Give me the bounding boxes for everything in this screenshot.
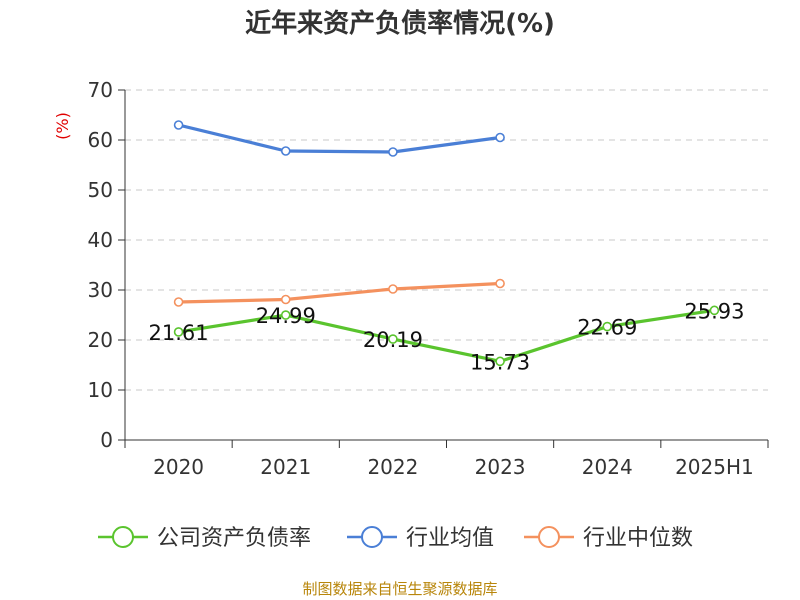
x-tick-label: 2020	[153, 455, 204, 479]
series-line-2	[176, 281, 502, 304]
y-tick-label: 40	[88, 228, 113, 252]
legend-item-2: 行业中位数	[524, 526, 693, 551]
data-point	[709, 305, 720, 316]
data-point	[495, 278, 505, 289]
series-line-0	[176, 308, 717, 363]
chart-title: 近年来资产负债率情况(%)	[245, 8, 555, 39]
data-label: 21.61	[149, 321, 209, 345]
legend-label: 行业均值	[406, 526, 494, 551]
data-labels: 21.61 24.99 20.19 15.73 22.69 25.93	[149, 299, 745, 374]
legend-item-0: 公司资产负债率	[98, 526, 311, 551]
x-tick-labels: 2020 2021 2022 2023 2024 2025H1	[153, 455, 754, 479]
data-point	[173, 120, 184, 130]
data-point	[173, 327, 184, 337]
x-tick-label: 2024	[582, 455, 633, 479]
data-label: 20.19	[363, 328, 423, 352]
data-point	[388, 334, 398, 344]
axes	[118, 89, 769, 448]
x-tick-label: 2022	[367, 455, 418, 479]
y-tick-label: 0	[100, 428, 113, 452]
gridlines	[125, 89, 768, 391]
y-tick-label: 10	[88, 378, 113, 402]
legend-label: 公司资产负债率	[157, 526, 311, 551]
y-tick-label: 50	[88, 178, 113, 202]
series-points	[173, 120, 720, 367]
data-label: 22.69	[577, 316, 637, 340]
y-tick-label: 60	[88, 128, 113, 152]
series-lines	[176, 123, 717, 363]
legend-marker	[112, 526, 134, 548]
data-point	[388, 147, 398, 157]
data-label: 24.99	[256, 304, 316, 328]
x-tick-label: 2021	[260, 455, 311, 479]
y-tick-labels: 0 10 20 30 40 50 60 70	[88, 78, 113, 452]
data-point	[173, 297, 184, 307]
data-label: 15.73	[470, 350, 530, 374]
x-tick-label: 2025H1	[675, 455, 754, 479]
data-point	[388, 284, 398, 294]
data-point	[495, 356, 505, 367]
legend-item-1: 行业均值	[347, 526, 494, 551]
data-point	[280, 310, 291, 320]
data-point	[280, 146, 291, 156]
data-point	[280, 294, 291, 305]
data-label: 25.93	[684, 299, 744, 323]
data-point	[495, 132, 505, 143]
y-tick-label: 30	[88, 278, 113, 302]
data-point	[602, 321, 613, 332]
legend: 公司资产负债率 行业均值 行业中位数	[98, 526, 693, 551]
legend-label: 行业中位数	[583, 526, 693, 551]
source-note: 制图数据来自恒生聚源数据库	[302, 580, 497, 598]
legend-marker	[538, 526, 560, 548]
series-line-1	[176, 123, 502, 154]
legend-marker	[361, 526, 383, 548]
y-tick-label: 20	[88, 328, 113, 352]
y-axis-label: (%)	[53, 112, 72, 140]
y-tick-label: 70	[88, 78, 113, 102]
x-tick-label: 2023	[475, 455, 526, 479]
